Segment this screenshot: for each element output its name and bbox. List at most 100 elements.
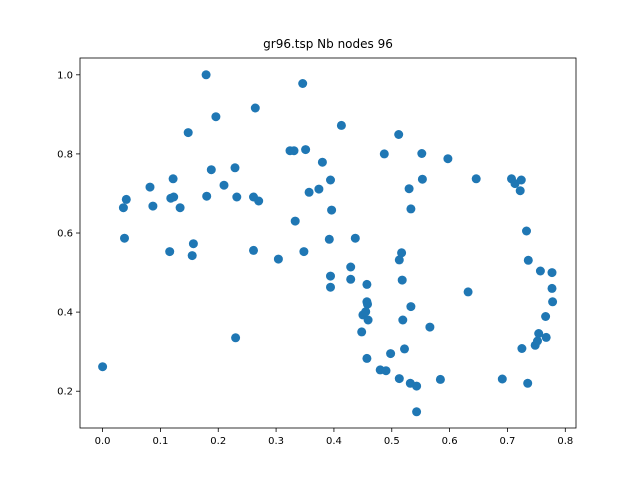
data-point [289, 146, 299, 156]
data-point [523, 255, 533, 265]
data-point [404, 184, 414, 194]
data-point [346, 274, 356, 284]
x-tick-label: 0.3 [268, 436, 284, 447]
data-point [522, 226, 531, 236]
data-point [397, 248, 407, 258]
data-point [394, 374, 404, 384]
data-point [362, 279, 372, 289]
data-point [145, 182, 155, 192]
data-point [400, 344, 409, 354]
data-point [201, 70, 211, 80]
plot-frame [79, 57, 577, 429]
data-point [497, 374, 507, 384]
data-point [523, 378, 533, 388]
data-point [547, 283, 557, 293]
data-point [232, 192, 242, 202]
data-point [317, 157, 327, 167]
data-point [183, 128, 193, 138]
data-point [363, 315, 373, 325]
data-point [299, 247, 309, 257]
data-point [515, 186, 525, 196]
data-point [541, 312, 551, 321]
data-point [301, 145, 311, 155]
data-point [547, 268, 557, 278]
data-point [516, 175, 526, 185]
data-point [168, 174, 178, 184]
x-tick-label: 0.8 [557, 436, 573, 447]
data-point [350, 233, 360, 243]
data-point [175, 203, 185, 213]
x-axis: 0.0 0.1 0.2 0.3 0.4 0.5 0.6 0.7 0.8 [95, 428, 573, 447]
y-tick-label: 0.8 [57, 149, 73, 160]
y-tick-label: 0.2 [57, 387, 73, 398]
data-point [397, 275, 407, 285]
data-point [363, 299, 372, 309]
x-tick-label: 0.4 [326, 436, 342, 447]
data-point [304, 187, 314, 197]
data-point [231, 333, 241, 343]
x-tick-label: 0.6 [442, 436, 458, 447]
x-tick-label: 0.0 [95, 436, 111, 447]
points-layer [98, 70, 558, 417]
data-point [379, 149, 389, 159]
data-point [412, 407, 422, 417]
data-point [443, 154, 453, 164]
data-point [98, 362, 108, 372]
data-point [327, 205, 337, 215]
data-point [517, 344, 527, 353]
data-point [381, 366, 391, 376]
data-point [346, 262, 356, 272]
data-point [463, 287, 473, 297]
data-point [298, 79, 308, 88]
data-point [118, 203, 128, 213]
data-point [425, 322, 435, 332]
data-point [326, 271, 335, 281]
data-point [362, 353, 372, 363]
data-point [273, 254, 283, 264]
data-point [326, 175, 335, 185]
data-point [121, 194, 131, 204]
data-point [406, 204, 416, 214]
data-point [412, 381, 422, 391]
y-tick-label: 1.0 [57, 70, 73, 81]
data-point [533, 336, 542, 346]
data-point [361, 307, 371, 317]
data-point [548, 297, 558, 307]
data-point [541, 332, 551, 342]
data-point [290, 216, 300, 226]
data-point [406, 302, 416, 312]
y-tick-label: 0.4 [57, 308, 73, 319]
data-point [435, 374, 445, 384]
data-point [219, 180, 229, 190]
data-point [336, 120, 346, 130]
data-point [314, 184, 324, 194]
data-point [211, 112, 221, 122]
data-point [249, 245, 258, 255]
data-point [206, 165, 216, 175]
data-point [250, 103, 260, 113]
data-point [417, 149, 427, 158]
data-point [324, 234, 334, 244]
data-point [202, 191, 212, 201]
x-tick-label: 0.5 [384, 436, 400, 447]
data-point [471, 174, 481, 184]
data-point [188, 239, 198, 249]
data-point [326, 282, 335, 292]
y-axis: 0.2 0.4 0.6 0.8 1.0 [57, 70, 80, 398]
data-point [534, 329, 544, 338]
chart-title: gr96.tsp Nb nodes 96 [263, 37, 393, 51]
data-point [357, 327, 367, 337]
data-point [120, 233, 129, 243]
data-point [398, 315, 408, 325]
data-point [165, 247, 175, 257]
data-point [187, 251, 197, 261]
data-point [148, 201, 158, 211]
data-point [386, 349, 396, 359]
x-tick-label: 0.7 [500, 436, 516, 447]
data-point [417, 174, 427, 184]
data-point [535, 266, 545, 276]
y-tick-label: 0.6 [57, 229, 73, 240]
data-point [230, 163, 240, 173]
data-point [169, 192, 179, 202]
